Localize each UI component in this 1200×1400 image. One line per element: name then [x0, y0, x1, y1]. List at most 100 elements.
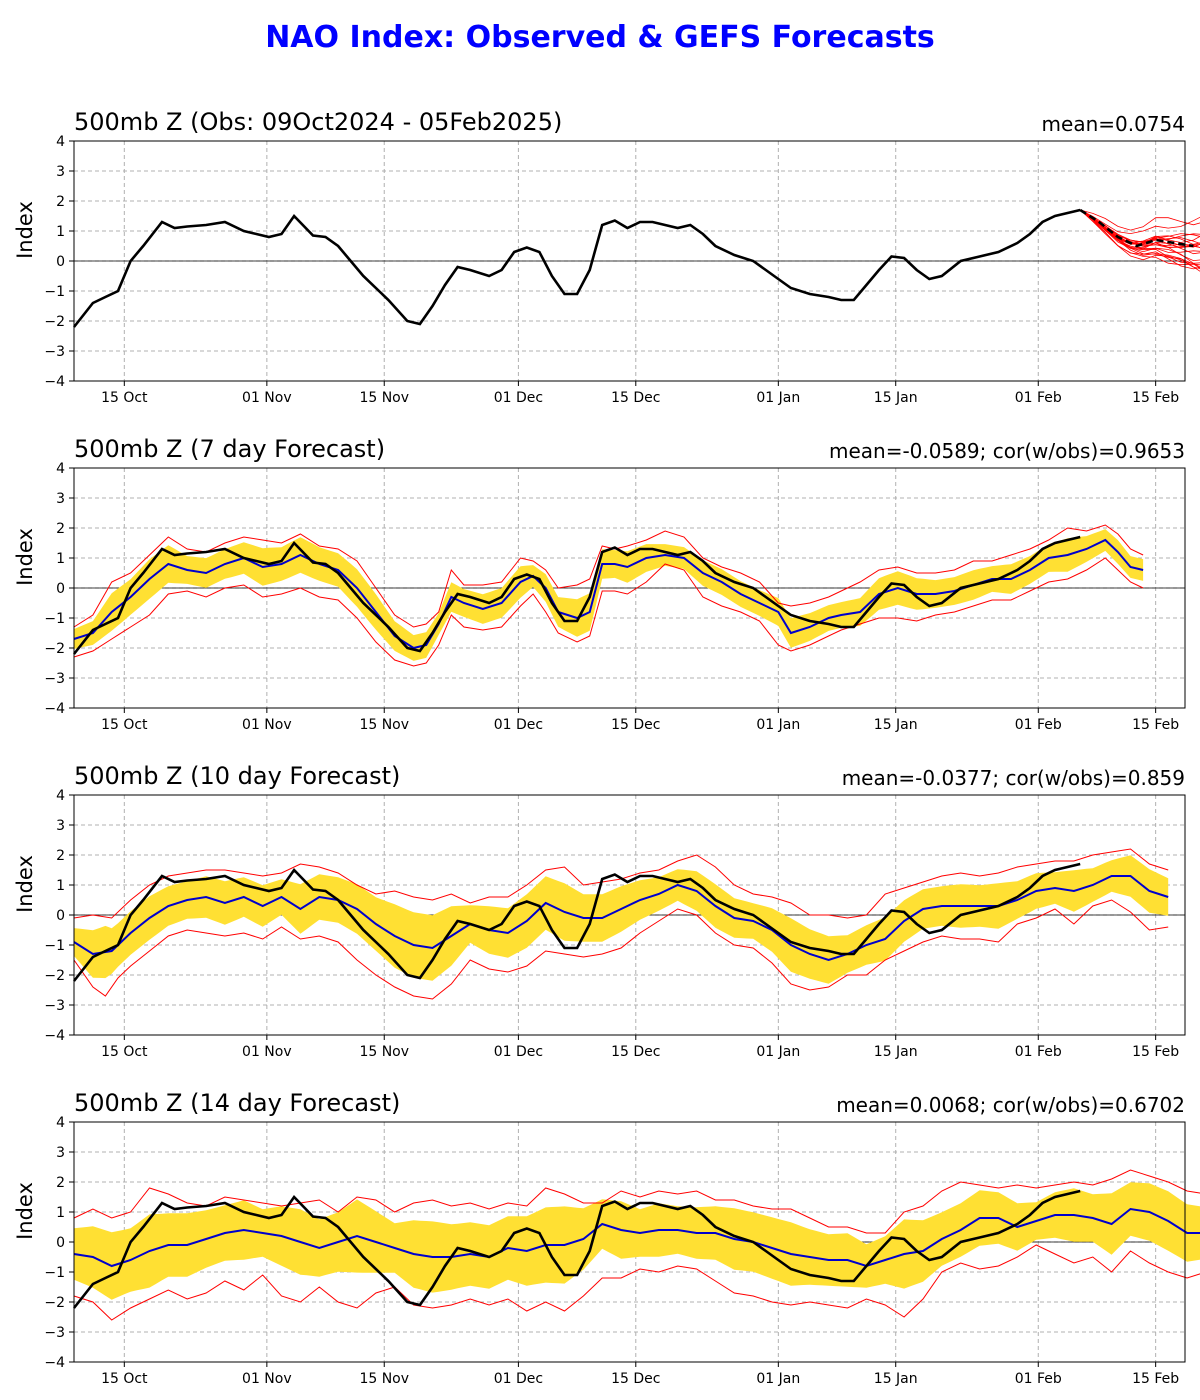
y-tick-label: 3	[56, 818, 65, 834]
x-tick-label: 15 Oct	[101, 717, 148, 733]
y-tick-label: 1	[56, 1205, 65, 1221]
y-tick-label: −2	[44, 641, 65, 657]
x-tick-label: 01 Jan	[756, 390, 800, 406]
y-tick-label: 1	[56, 224, 65, 240]
x-tick-label: 01 Dec	[494, 390, 543, 406]
panel-title: 500mb Z (7 day Forecast)	[74, 435, 386, 463]
panel-stats: mean=-0.0377; cor(w/obs)=0.859	[841, 766, 1185, 790]
observed-line	[72, 208, 1081, 328]
y-tick-label: −1	[44, 938, 65, 954]
spread-band	[74, 529, 1144, 661]
x-tick-label: 15 Dec	[611, 1044, 660, 1060]
y-tick-label: 1	[56, 551, 65, 567]
y-tick-label: −1	[44, 1265, 65, 1281]
x-tick-label: 15 Dec	[611, 390, 660, 406]
x-tick-label: 01 Dec	[494, 717, 543, 733]
panel-stats: mean=0.0754	[1041, 112, 1185, 136]
spread-band	[74, 1182, 1200, 1300]
x-tick-label: 01 Jan	[756, 717, 800, 733]
x-tick-label: 15 Oct	[101, 390, 148, 406]
y-tick-label: 0	[56, 254, 65, 270]
ensemble-members	[1079, 209, 1200, 272]
x-tick-label: 15 Nov	[359, 1044, 409, 1060]
x-tick-label: 15 Nov	[359, 1371, 409, 1387]
panel-title: 500mb Z (Obs: 09Oct2024 - 05Feb2025)	[74, 108, 563, 136]
panel-stats: mean=-0.0589; cor(w/obs)=0.9653	[828, 439, 1185, 463]
y-tick-label: 0	[56, 581, 65, 597]
x-tick-label: 01 Nov	[242, 1371, 292, 1387]
x-tick-label: 15 Dec	[611, 1371, 660, 1387]
y-tick-label: −4	[44, 374, 65, 390]
grid: 4 3 2 1 0 −1 −2 −3 −4 15 Oct 01 Nov 15 Nov 01 Dec 15 …	[44, 134, 1185, 406]
x-tick-label: 15 Oct	[101, 1044, 148, 1060]
x-tick-label: 15 Jan	[874, 390, 918, 406]
y-tick-label: 4	[56, 461, 65, 477]
plot-frame	[73, 1121, 1186, 1363]
y-tick-label: −4	[44, 1355, 65, 1371]
panel-observed: 500mb Z (Obs: 09Oct2024 - 05Feb2025) mea…	[0, 108, 1200, 408]
y-tick-label: −2	[44, 968, 65, 984]
plot-observed: 4 3 2 1 0 −1 −2 −3 −4 15 Oct 01 Nov 15 Nov 01 Dec 15 …	[44, 134, 1200, 406]
ensemble-mean-line	[73, 875, 1169, 962]
x-tick-label: 01 Nov	[242, 717, 292, 733]
x-tick-label: 15 Feb	[1132, 717, 1179, 733]
x-tick-label: 15 Nov	[359, 717, 409, 733]
plot-7day: 4 3 2 1 0 −1 −2 −3 −4 15 Oct 01 Nov 15 Nov 01 Dec 15 …	[44, 461, 1186, 733]
x-tick-label: 01 Feb	[1015, 1044, 1062, 1060]
y-tick-label: 2	[56, 848, 65, 864]
x-tick-label: 01 Dec	[494, 1044, 543, 1060]
panel-10day: 500mb Z (10 day Forecast) mean=-0.0377; …	[0, 762, 1200, 1062]
lower-spread-line	[73, 557, 1144, 667]
page-title: NAO Index: Observed & GEFS Forecasts	[265, 20, 935, 55]
y-tick-label: 3	[56, 1145, 65, 1161]
x-tick-label: 15 Feb	[1132, 390, 1179, 406]
plot-frame	[73, 467, 1186, 709]
lower-spread-line	[73, 1244, 1200, 1321]
x-tick-label: 01 Feb	[1015, 1371, 1062, 1387]
plot-10day: 4 3 2 1 0 −1 −2 −3 −4 15 Oct 01 Nov 15 Nov 01 Dec 15 …	[44, 788, 1186, 1060]
y-tick-label: −1	[44, 611, 65, 627]
plot-frame	[73, 794, 1186, 1036]
y-tick-label: 3	[56, 164, 65, 180]
upper-spread-line	[73, 1169, 1200, 1234]
spread-band	[74, 855, 1169, 984]
grid: 4 3 2 1 0 −1 −2 −3 −4 15 Oct 01 Nov 15 Nov 01 Dec 15 …	[44, 461, 1185, 733]
y-tick-label: 2	[56, 194, 65, 210]
y-tick-label: −4	[44, 1028, 65, 1044]
upper-spread-line	[73, 524, 1144, 628]
observed-line	[72, 535, 1081, 655]
lower-spread-line	[73, 899, 1169, 1000]
x-tick-label: 15 Nov	[359, 390, 409, 406]
panel-title: 500mb Z (14 day Forecast)	[74, 1089, 401, 1117]
y-tick-label: 2	[56, 521, 65, 537]
y-tick-label: 2	[56, 1175, 65, 1191]
y-tick-label: 4	[56, 1115, 65, 1131]
observed-line	[72, 862, 1081, 982]
x-tick-label: 01 Nov	[242, 390, 292, 406]
x-tick-label: 01 Nov	[242, 1044, 292, 1060]
x-tick-label: 01 Jan	[756, 1371, 800, 1387]
panel-stats: mean=0.0068; cor(w/obs)=0.6702	[836, 1093, 1185, 1117]
x-tick-label: 15 Jan	[874, 1044, 918, 1060]
x-tick-label: 01 Feb	[1015, 390, 1062, 406]
y-tick-label: 4	[56, 788, 65, 804]
y-tick-label: 3	[56, 491, 65, 507]
y-tick-label: −3	[44, 671, 65, 687]
x-tick-label: 15 Jan	[874, 1371, 918, 1387]
y-tick-label: −2	[44, 314, 65, 330]
y-tick-label: −1	[44, 284, 65, 300]
y-tick-label: 4	[56, 134, 65, 150]
y-tick-label: −4	[44, 701, 65, 717]
ensemble-mean-line	[73, 1207, 1200, 1268]
y-tick-label: −3	[44, 344, 65, 360]
plot-frame	[73, 140, 1186, 382]
x-tick-label: 15 Feb	[1132, 1371, 1179, 1387]
y-tick-label: −3	[44, 998, 65, 1014]
panel-title: 500mb Z (10 day Forecast)	[74, 762, 401, 790]
x-tick-label: 01 Jan	[756, 1044, 800, 1060]
plot-14day: 4 3 2 1 0 −1 −2 −3 −4 15 Oct 01 Nov 15 Nov 01 Dec 15 …	[44, 1115, 1200, 1387]
panel-7day: 500mb Z (7 day Forecast) mean=-0.0589; c…	[0, 435, 1200, 735]
x-tick-label: 15 Feb	[1132, 1044, 1179, 1060]
y-tick-label: 0	[56, 1235, 65, 1251]
y-tick-label: 1	[56, 878, 65, 894]
